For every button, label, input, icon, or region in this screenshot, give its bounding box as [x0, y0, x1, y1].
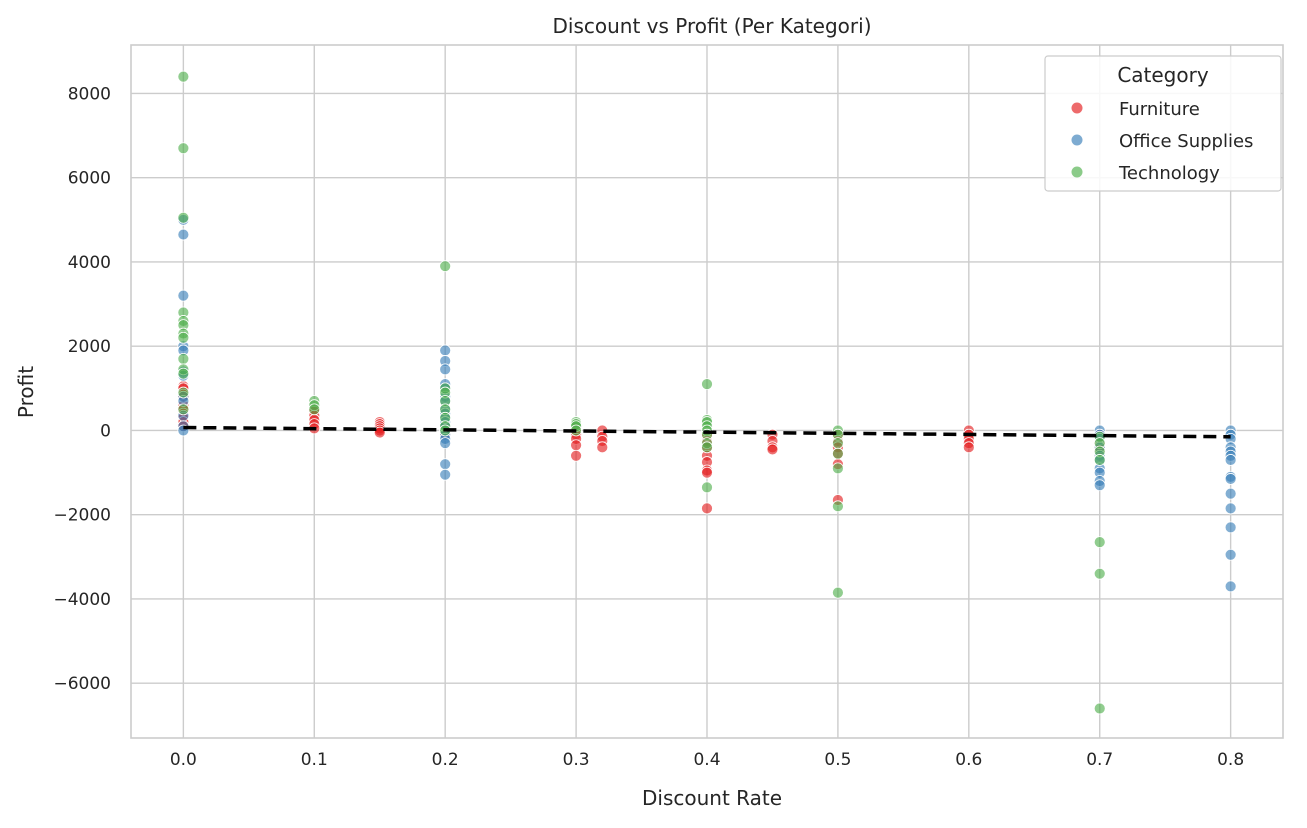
data-point-technology [832, 586, 844, 599]
data-point-technology [177, 386, 190, 399]
x-tick-label: 0.4 [693, 750, 720, 770]
legend-box [1044, 55, 1282, 192]
x-tick-label: 0.5 [824, 750, 851, 770]
data-point-technology [832, 462, 844, 475]
legend-label-technology: Technology [1118, 163, 1220, 184]
data-point-furniture [373, 426, 386, 439]
y-tick-label: 4000 [68, 253, 111, 273]
points-layer [177, 70, 1237, 715]
data-point-technology [1093, 567, 1106, 580]
data-point-office-supplies [439, 363, 452, 376]
trendline-layer [183, 425, 1231, 439]
x-tick-label: 0.3 [563, 750, 590, 770]
y-axis-label: Profit [14, 366, 38, 418]
data-point-office-supplies [439, 344, 452, 357]
data-point-technology [177, 403, 190, 416]
data-point-technology [177, 331, 190, 344]
data-point-furniture [596, 441, 609, 454]
data-point-technology [701, 481, 713, 494]
legend-marker-office-supplies [1071, 134, 1083, 146]
data-point-office-supplies [1093, 479, 1106, 492]
x-tick-label: 0.7 [1086, 750, 1113, 770]
legend-label-office-supplies: Office Supplies [1119, 131, 1253, 152]
data-point-furniture [701, 466, 713, 479]
data-point-technology [1093, 536, 1106, 549]
x-tick-label: 0.2 [432, 750, 459, 770]
data-point-office-supplies [177, 289, 190, 302]
data-point-technology [701, 378, 713, 391]
data-point-technology [177, 142, 190, 155]
x-axis-label: Discount Rate [642, 786, 782, 810]
x-tick-label: 0.6 [955, 750, 982, 770]
data-point-office-supplies [1224, 473, 1237, 485]
trendline [183, 425, 1231, 439]
data-point-office-supplies [1224, 548, 1237, 561]
plot-frame [130, 44, 1284, 739]
data-point-office-supplies [1224, 521, 1237, 534]
y-tick-label: 6000 [68, 169, 111, 189]
data-point-furniture [962, 441, 975, 454]
data-point-technology [1093, 454, 1106, 466]
data-point-technology [832, 500, 844, 513]
legend-title: Category [1117, 63, 1209, 87]
data-point-office-supplies [439, 437, 452, 450]
data-point-office-supplies [1224, 502, 1237, 515]
legend: Category Furniture Office Supplies Techn… [1044, 55, 1282, 192]
data-point-furniture [570, 439, 582, 452]
y-tick-label: −2000 [53, 506, 111, 526]
x-tick-label: 0.0 [170, 750, 197, 770]
data-point-technology [177, 367, 190, 380]
data-point-technology [832, 437, 844, 450]
data-point-technology [308, 403, 321, 416]
y-tick-label: 8000 [68, 84, 111, 104]
data-point-technology [439, 260, 452, 273]
y-tick-label: 0 [100, 421, 111, 441]
data-point-office-supplies [1224, 580, 1237, 593]
data-point-furniture [766, 443, 779, 456]
tick-labels-layer: 0.0 0.1 0.2 0.3 0.4 0.5 0.6 0.7 0.8 −6000 −4000 −20… [53, 84, 1244, 770]
data-point-office-supplies [1224, 487, 1237, 500]
legend-label-furniture: Furniture [1119, 99, 1200, 120]
data-point-office-supplies [439, 458, 452, 471]
chart-title: Discount vs Profit (Per Kategori) [552, 14, 871, 38]
data-point-office-supplies [1224, 454, 1237, 466]
y-tick-label: −6000 [53, 674, 111, 694]
data-point-technology [177, 70, 190, 83]
data-point-office-supplies [177, 228, 190, 241]
legend-marker-furniture [1071, 102, 1083, 114]
data-point-technology [177, 211, 190, 224]
legend-marker-technology [1071, 166, 1083, 178]
data-point-technology [701, 441, 713, 454]
data-point-technology [177, 352, 190, 365]
data-point-technology [1093, 702, 1106, 715]
data-point-office-supplies [439, 468, 452, 481]
x-tick-label: 0.1 [301, 750, 328, 770]
x-tick-label: 0.8 [1217, 750, 1244, 770]
data-point-technology [832, 447, 844, 460]
data-point-furniture [570, 449, 582, 462]
data-point-furniture [701, 502, 713, 515]
y-tick-label: −4000 [53, 590, 111, 610]
y-tick-label: 2000 [68, 337, 111, 357]
